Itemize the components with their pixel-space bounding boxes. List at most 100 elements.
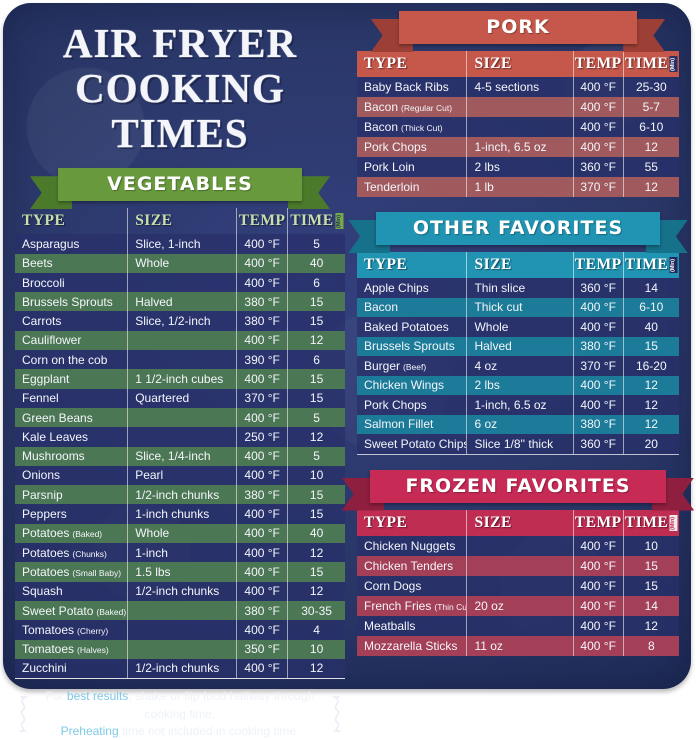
squiggle-icon-left: [17, 695, 29, 733]
frozen-favorites-ribbon-label: FROZEN FAVORITES: [369, 469, 667, 503]
cell-type-name: Eggplant: [22, 372, 70, 386]
cell-time: 15: [287, 369, 345, 389]
pork-table: TYPE SIZE TEMP TIME (Min) Baby Back Ribs …: [357, 51, 679, 197]
footer-text: For best results, shake or flip food hal…: [33, 688, 327, 740]
cell-time: 15: [622, 555, 679, 576]
cell-type: Chicken Tenders: [357, 559, 466, 573]
cell-time: 40: [287, 523, 345, 544]
cell-type-name: Carrots: [22, 314, 62, 329]
cell-temp: 400 °F: [236, 465, 287, 486]
cell-temp: 400 °F: [572, 137, 623, 157]
cell-type: Chicken Nuggets: [357, 539, 466, 553]
cell-time: 25-30: [622, 77, 679, 97]
table-row: Zucchini 1/2-inch chunks 400 °F 12: [15, 658, 345, 679]
cell-type: Apple Chips: [357, 281, 466, 295]
cell-temp: 400 °F: [572, 575, 623, 596]
cell-temp: 400 °F: [236, 446, 287, 466]
table-row: Potatoes (Chunks) 1-inch 400 °F 12: [15, 543, 345, 563]
table-row: Beets Whole 400 °F 40: [15, 253, 345, 273]
table-row: Meatballs 400 °F 12: [357, 615, 679, 636]
min-unit-tag: (Min): [670, 257, 678, 273]
table-row: Tomatoes (Halves) 350 °F 10: [15, 639, 345, 659]
right-column: PORK TYPE SIZE TEMP TIME (Min) Baby Back …: [341, 11, 695, 679]
cell-size: Whole: [127, 253, 236, 273]
cell-type-name: Zucchini: [22, 661, 67, 676]
cell-size: Quartered: [127, 388, 236, 408]
table-row: Baked Potatoes Whole 400 °F 40: [357, 317, 679, 337]
table-row: Tenderloin 1 lb 370 °F 12: [357, 177, 679, 197]
cell-type-note: (Baked): [96, 606, 127, 617]
footer-line1-prefix: For: [45, 689, 67, 704]
vegetables-ribbon: VEGETABLES: [29, 168, 331, 210]
cell-type-name: French Fries: [364, 598, 432, 613]
cell-size: 1 1/2-inch cubes: [127, 369, 236, 389]
footer-line1-suffix: , shake or flip food halfway through coo…: [128, 689, 315, 721]
cell-type: Bacon: [357, 300, 466, 314]
cell-temp: 400 °F: [236, 369, 287, 389]
cell-type-name: Potatoes: [22, 564, 70, 579]
cell-type: Burger (Beef): [357, 359, 466, 373]
time-header-label: TIME: [290, 212, 334, 230]
cell-temp: 400 °F: [236, 272, 287, 293]
cell-type: Baked Potatoes: [357, 320, 466, 334]
table-row: French Fries(Thin Cut) 20 oz 400 °F 14: [357, 595, 679, 616]
table-row: Eggplant 1 1/2-inch cubes 400 °F 15: [15, 369, 345, 389]
cell-temp: 400 °F: [572, 317, 623, 337]
cell-temp: 400 °F: [236, 253, 287, 273]
cell-size: [127, 272, 236, 293]
cell-size: [127, 330, 236, 351]
cell-type: Corn on the cob: [15, 353, 127, 367]
cell-time: 12: [622, 375, 679, 395]
cell-temp: 400 °F: [236, 543, 287, 563]
other-favorites-table: TYPE SIZE TEMP TIME (Min) Apple Chips Thi…: [357, 252, 679, 455]
col-time-header: TIME (Min): [622, 51, 679, 77]
footer-line1-highlight: best results: [66, 689, 129, 704]
cell-type-name: Meatballs: [364, 618, 416, 633]
cell-type: Squash: [15, 584, 127, 598]
table-row: Potatoes (Small Baby) 1.5 lbs 400 °F 15: [15, 562, 345, 582]
cell-type-name: Bacon: [364, 100, 399, 114]
cell-temp: 400 °F: [572, 635, 623, 656]
cell-type-name: Pork Chops: [364, 140, 427, 154]
cell-time: 4: [287, 620, 345, 640]
footer-note: For best results, shake or flip food hal…: [15, 684, 345, 740]
table-row: Brussels Sprouts Halved 380 °F 15: [357, 336, 679, 356]
cell-time: 12: [622, 137, 679, 157]
cell-type: Chicken Wings: [357, 378, 466, 392]
cell-size: Thin slice: [466, 278, 572, 298]
cell-type: Parsnip: [15, 488, 127, 502]
cell-type: Carrots: [15, 314, 127, 328]
cell-time: 10: [622, 535, 679, 556]
cell-type-name: Cauliflower: [22, 333, 82, 348]
cell-type-name: Salmon Fillet: [364, 417, 434, 432]
cell-time: 6-10: [622, 297, 679, 317]
table-row: Squash 1/2-inch chunks 400 °F 12: [15, 581, 345, 601]
table-row: Carrots Slice, 1/2-inch 380 °F 15: [15, 311, 345, 331]
cell-size: Slice, 1/4-inch: [127, 446, 236, 466]
cell-time: 10: [287, 465, 345, 486]
other-favorites-ribbon: OTHER FAVORITES: [348, 212, 688, 253]
cell-type-name: Mushrooms: [22, 449, 85, 464]
vegetables-table: TYPE SIZE TEMP TIME (Min) Asparagus Slice…: [15, 208, 345, 680]
cell-temp: 400 °F: [572, 77, 623, 97]
table-row: Asparagus Slice, 1-inch 400 °F 5: [15, 234, 345, 254]
cell-time: 15: [287, 388, 345, 408]
cell-type: Broccoli: [15, 276, 127, 290]
cell-type-name: Squash: [22, 584, 63, 599]
cell-type-name: Brussels Sprouts: [364, 339, 455, 354]
cell-type: Brussels Sprouts: [357, 339, 466, 353]
cell-type-name: Baby Back Ribs: [364, 80, 449, 94]
cell-temp: 400 °F: [572, 297, 623, 317]
cell-time: 55: [622, 157, 679, 177]
cell-type-name: Tenderloin: [364, 180, 420, 194]
section-pork: PORK TYPE SIZE TEMP TIME (Min) Baby Back …: [357, 11, 679, 197]
col-type-header: TYPE: [364, 256, 408, 273]
cell-type-name: Kale Leaves: [22, 429, 89, 444]
cell-temp: 400 °F: [236, 620, 287, 640]
pork-table-header: TYPE SIZE TEMP TIME (Min): [357, 51, 679, 77]
pork-ribbon-label: PORK: [398, 11, 638, 44]
cell-temp: 400 °F: [572, 97, 623, 117]
cell-type: Potatoes (Baked): [15, 526, 127, 540]
time-header-label: TIME: [624, 55, 669, 72]
table-row: Pork Chops 1-inch, 6.5 oz 400 °F 12: [357, 137, 679, 157]
